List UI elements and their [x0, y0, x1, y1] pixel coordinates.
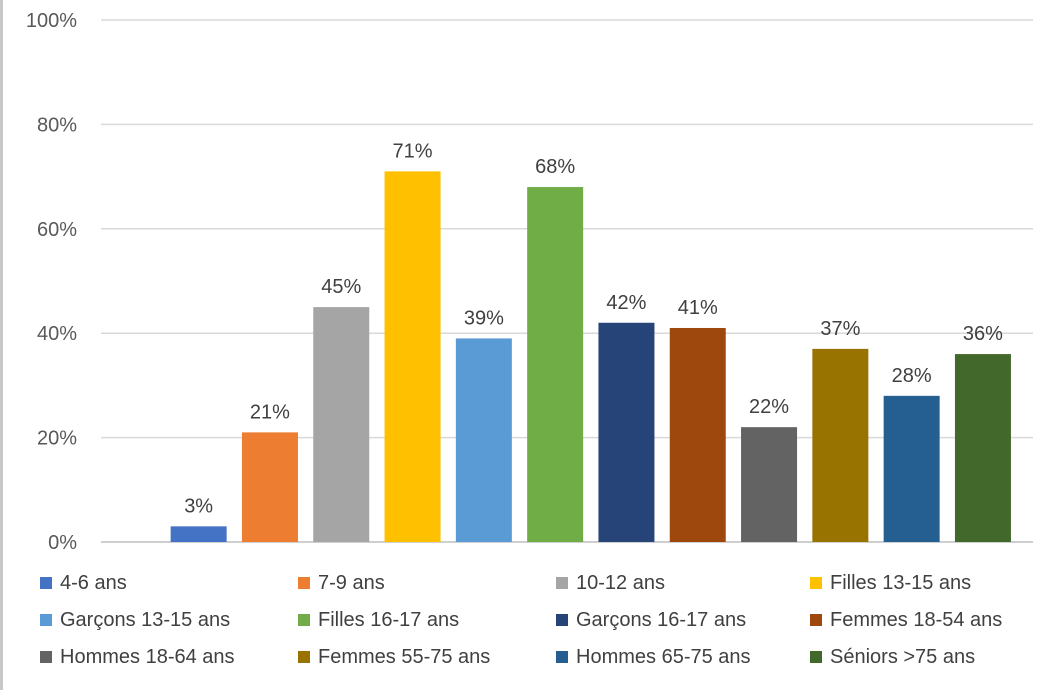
bar	[241, 432, 298, 542]
data-label: 68%	[535, 156, 575, 178]
bar	[384, 171, 441, 542]
legend-swatch	[556, 577, 568, 589]
bar	[812, 348, 869, 542]
data-label: 22%	[749, 396, 789, 418]
legend-swatch	[298, 577, 310, 589]
legend-label: Femmes 55-75 ans	[318, 645, 491, 668]
legend-item: Filles 16-17 ans	[298, 605, 556, 635]
legend-label: 10-12 ans	[576, 571, 665, 594]
legend-item: 4-6 ans	[40, 568, 298, 598]
data-label: 71%	[393, 140, 433, 162]
legend: 4-6 ans 7-9 ans 10-12 ans Filles 13-15 ans G…	[40, 568, 1050, 672]
legend-item: Femmes 55-75 ans	[298, 642, 556, 672]
bar	[527, 187, 584, 543]
legend-item: 7-9 ans	[298, 568, 556, 598]
data-label: 39%	[464, 307, 504, 329]
legend-swatch	[40, 577, 52, 589]
data-label: 36%	[963, 323, 1003, 345]
data-label: 45%	[321, 276, 361, 298]
legend-swatch	[40, 614, 52, 626]
bar	[455, 338, 512, 542]
legend-label: Séniors >75 ans	[830, 645, 976, 668]
legend-item: 10-12 ans	[556, 568, 810, 598]
legend-swatch	[298, 614, 310, 626]
legend-item: Femmes 18-54 ans	[810, 605, 1050, 635]
bar	[170, 526, 227, 542]
legend-item: Hommes 18-64 ans	[40, 642, 298, 672]
legend-label: 7-9 ans	[318, 571, 385, 594]
legend-label: 4-6 ans	[60, 571, 127, 594]
y-tick-label: 40%	[37, 323, 77, 345]
legend-label: Filles 13-15 ans	[830, 571, 972, 594]
data-label: 37%	[820, 318, 860, 340]
bar	[313, 307, 370, 542]
legend-label: Femmes 18-54 ans	[830, 608, 1003, 631]
data-label: 21%	[250, 401, 290, 423]
bar	[741, 427, 798, 542]
legend-item: Garçons 13-15 ans	[40, 605, 298, 635]
legend-item: Garçons 16-17 ans	[556, 605, 810, 635]
bar	[883, 395, 940, 542]
data-label: 41%	[678, 297, 718, 319]
legend-swatch	[556, 651, 568, 663]
y-tick-label: 0%	[48, 532, 77, 554]
legend-swatch	[298, 651, 310, 663]
legend-item: Séniors >75 ans	[810, 642, 1050, 672]
y-tick-label: 60%	[37, 219, 77, 241]
legend-swatch	[810, 651, 822, 663]
data-label: 28%	[892, 365, 932, 387]
legend-item: Filles 13-15 ans	[810, 568, 1050, 598]
legend-label: Hommes 18-64 ans	[60, 645, 235, 668]
bar	[669, 327, 726, 542]
legend-label: Hommes 65-75 ans	[576, 645, 751, 668]
y-tick-label: 100%	[26, 10, 77, 32]
bar-chart: 0% 20% 40% 60% 80% 100% 3% 21% 45% 71% 39% 68% 42% 41…	[26, 10, 1033, 554]
legend-label: Garçons 13-15 ans	[60, 608, 231, 631]
bar	[954, 354, 1011, 542]
legend-swatch	[40, 651, 52, 663]
legend-item: Hommes 65-75 ans	[556, 642, 810, 672]
legend-label: Filles 16-17 ans	[318, 608, 460, 631]
legend-swatch	[810, 614, 822, 626]
data-label: 3%	[184, 495, 213, 517]
legend-swatch	[556, 614, 568, 626]
bar	[598, 322, 655, 542]
y-tick-label: 20%	[37, 428, 77, 450]
data-label: 42%	[606, 292, 646, 314]
y-tick-label: 80%	[37, 114, 77, 136]
legend-swatch	[810, 577, 822, 589]
legend-label: Garçons 16-17 ans	[576, 608, 747, 631]
